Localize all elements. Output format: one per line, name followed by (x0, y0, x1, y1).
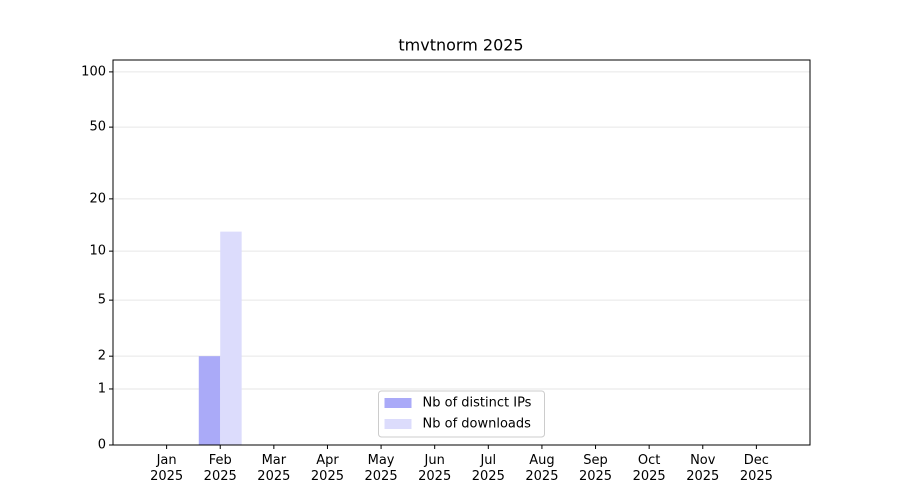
x-tick-label: Aug 2025 (525, 453, 559, 484)
x-tick-label: Sep 2025 (578, 453, 613, 484)
x-tick-label: Jan 2025 (150, 453, 184, 484)
legend-swatch (384, 398, 412, 408)
bar (198, 356, 221, 445)
y-tick-label: 1 (98, 381, 106, 396)
legend-label: Nb of distinct IPs (423, 396, 532, 411)
x-tick-label: Jul 2025 (471, 453, 505, 484)
y-tick-label: 20 (89, 191, 106, 206)
y-tick-label: 5 (98, 293, 106, 308)
x-tick-label: Feb 2025 (203, 453, 237, 484)
x-tick-label: Jun 2025 (418, 453, 452, 484)
y-tick-label: 10 (89, 244, 106, 259)
bar (220, 231, 242, 445)
x-tick-label: Apr 2025 (310, 453, 344, 484)
chart-title: tmvtnorm 2025 (398, 36, 523, 55)
x-tick-label: Nov 2025 (686, 453, 720, 484)
y-tick-label: 100 (81, 64, 106, 79)
x-tick-label: Dec 2025 (739, 453, 773, 484)
x-tick-label: Mar 2025 (257, 453, 291, 484)
legend-swatch (384, 419, 412, 429)
legend-label: Nb of downloads (423, 417, 532, 432)
legend-box (378, 390, 545, 438)
y-tick-label: 50 (89, 120, 106, 135)
y-tick-label: 2 (98, 349, 106, 364)
axes-frame (112, 59, 811, 446)
y-tick-label: 0 (98, 438, 106, 453)
x-tick-label: Oct 2025 (632, 453, 666, 484)
x-tick-label: May 2025 (364, 453, 398, 484)
